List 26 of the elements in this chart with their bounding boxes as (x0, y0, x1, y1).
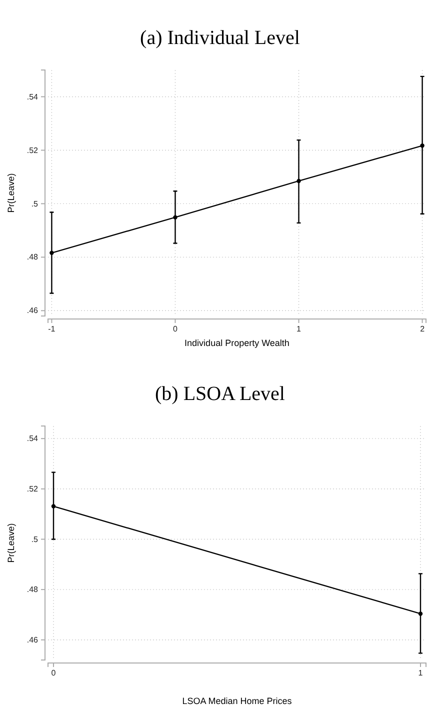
point (420, 144, 424, 148)
y-tick-label: .52 (26, 146, 39, 155)
chart-title: (a) Individual Level (140, 27, 300, 49)
y-axis-title: Pr(Leave) (6, 523, 16, 563)
y-tick-label: .46 (26, 635, 39, 644)
y-tick-label: .54 (26, 434, 39, 444)
x-tick-label: 2 (420, 324, 426, 334)
y-tick-label: .46 (26, 306, 39, 316)
x-axis-title: Individual Property Wealth (184, 338, 290, 348)
y-tick-label: .52 (26, 484, 39, 494)
y-axis-title: Pr(Leave) (6, 173, 16, 213)
point (173, 215, 178, 220)
point (296, 178, 301, 184)
y-tick-label: .5 (31, 199, 39, 208)
x-tick-label: 1 (296, 324, 302, 334)
x-axis-title: LSOA Median Home Prices (182, 696, 292, 706)
chart-title: (b) LSOA Level (155, 383, 286, 405)
y-tick-label: .48 (26, 585, 39, 594)
x-tick-label: 0 (51, 668, 56, 678)
x-tick-label: 0 (173, 324, 178, 334)
y-tick-label: .48 (26, 252, 39, 262)
x-tick-label: 1 (418, 668, 424, 678)
point (50, 250, 54, 255)
y-tick-label: .54 (26, 92, 39, 102)
y-tick-label: .5 (31, 534, 39, 544)
x-tick-label: -1 (48, 324, 56, 334)
